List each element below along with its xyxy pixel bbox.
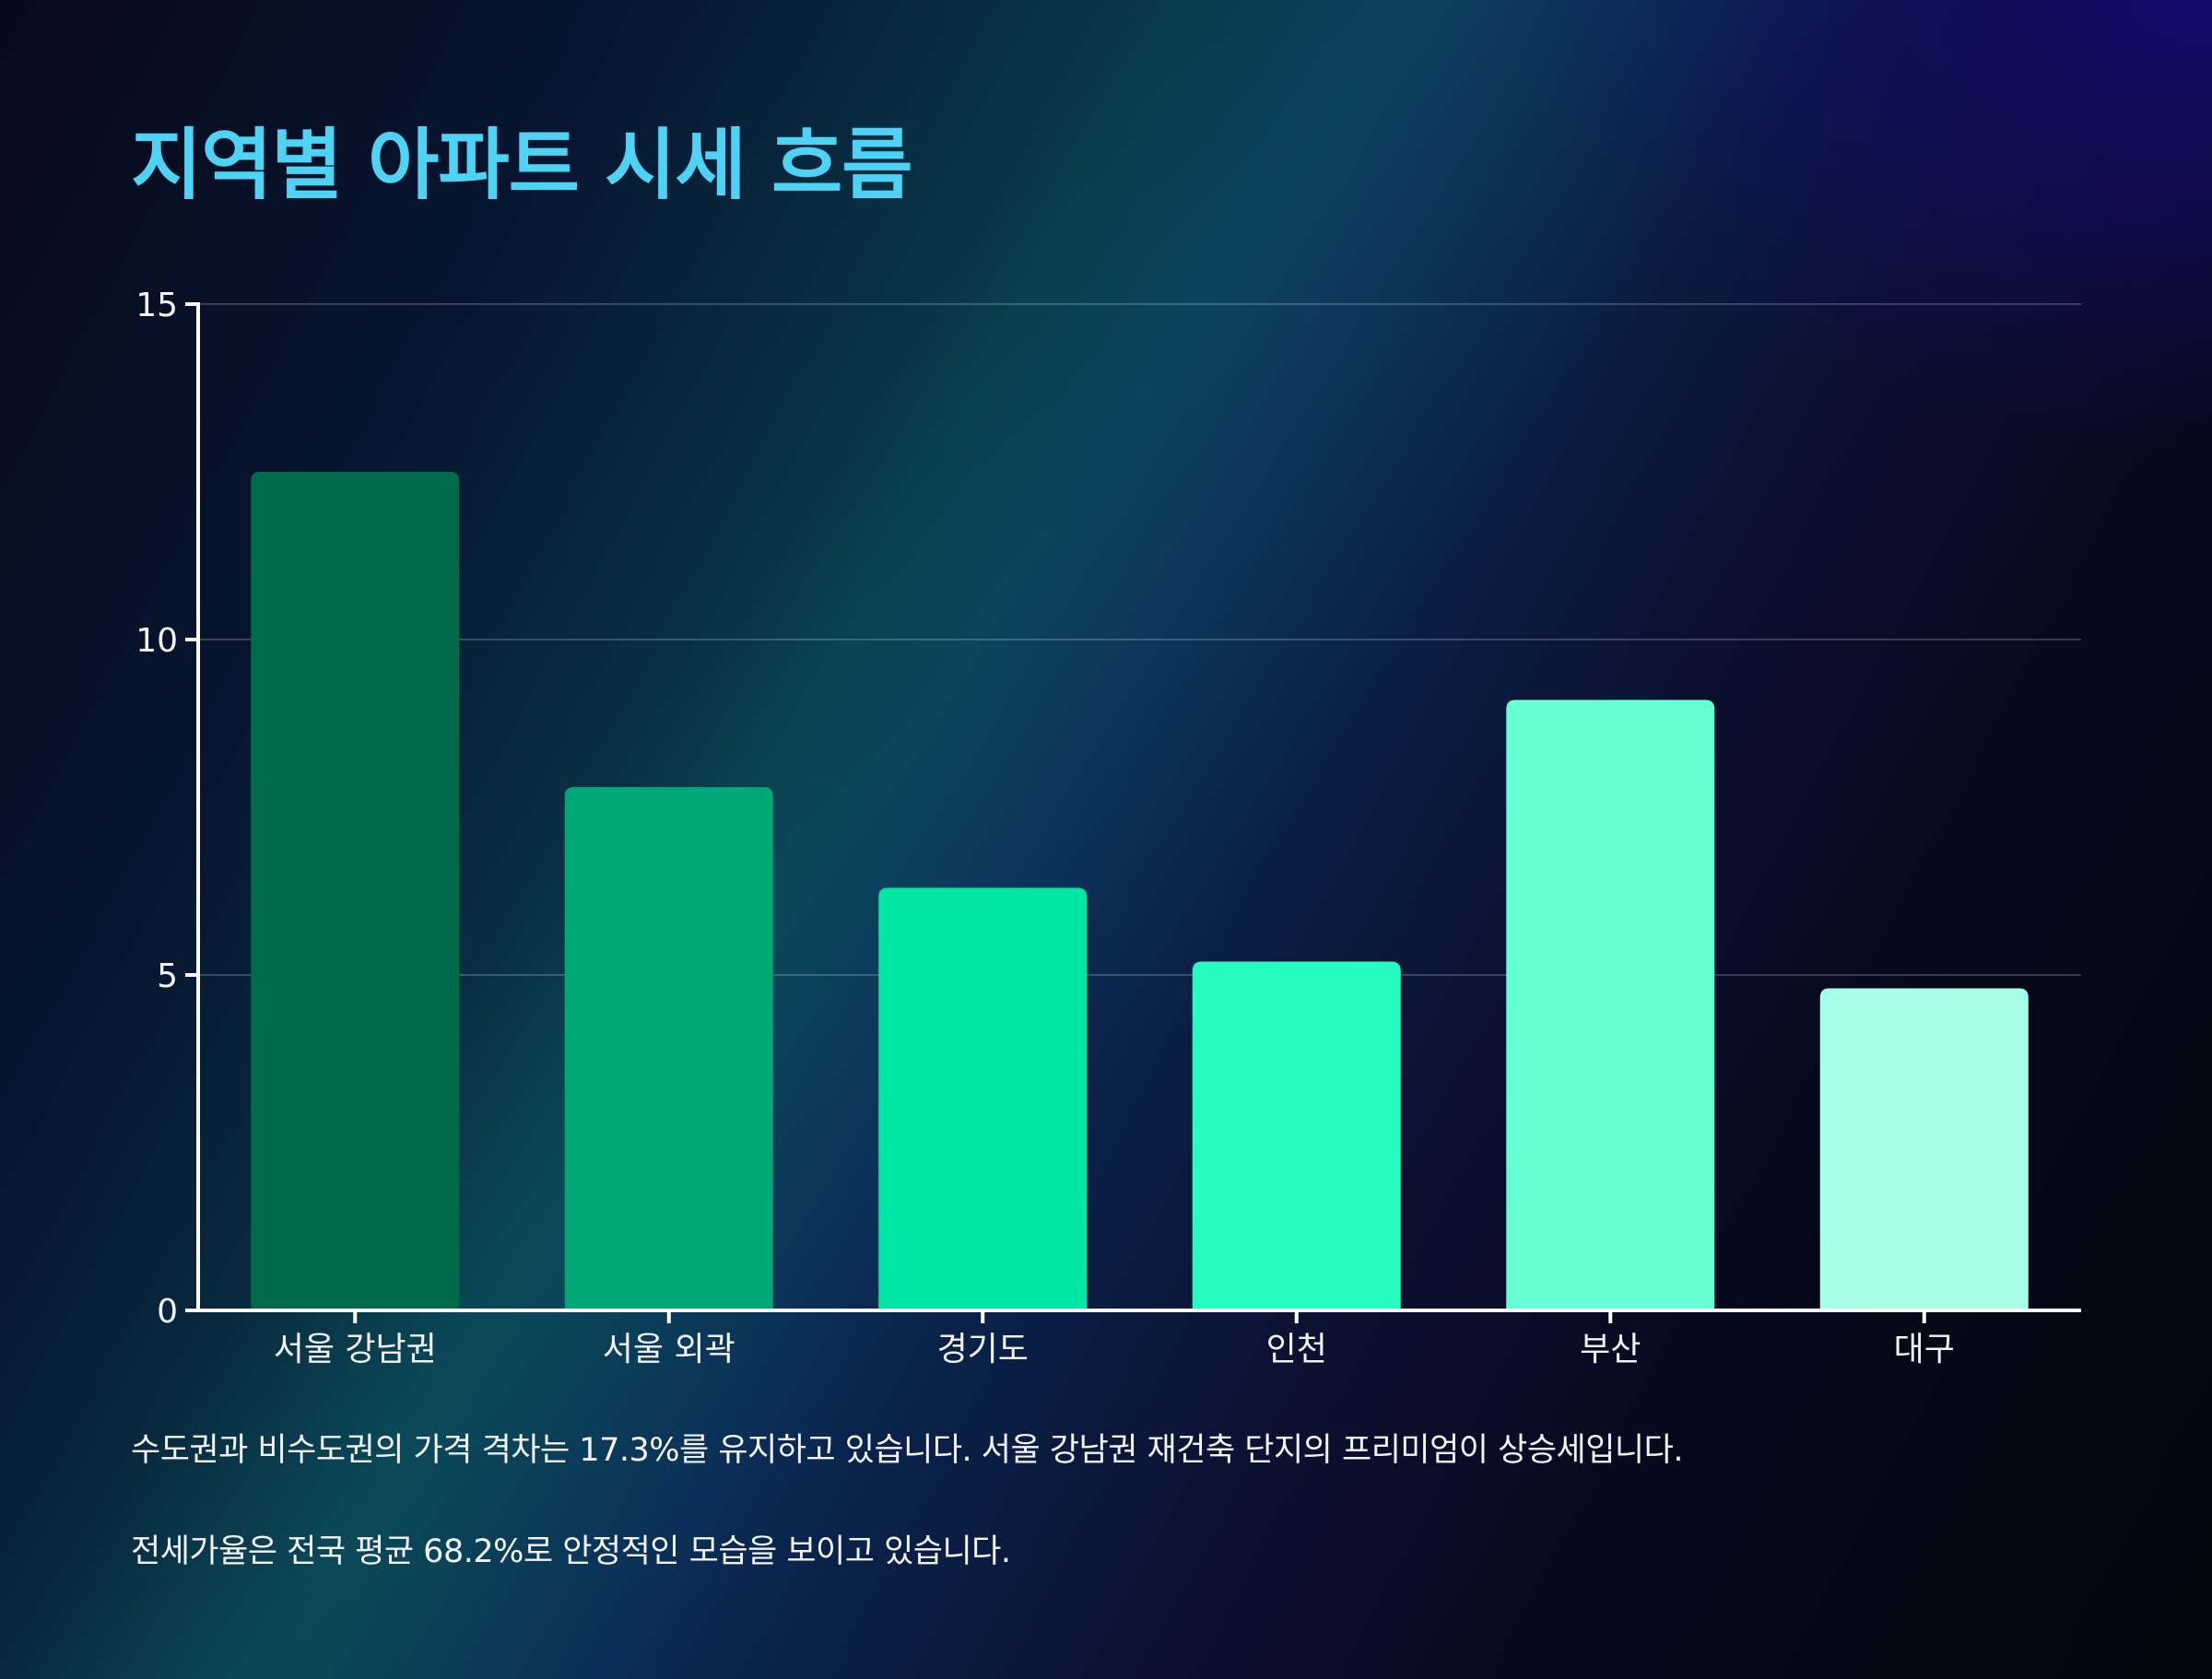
y-tick-label: 10 (135, 622, 178, 660)
bars (251, 472, 2029, 1310)
x-tick-label: 인천 (1266, 1331, 1327, 1368)
x-tick-label: 대구 (1894, 1331, 1955, 1368)
bar (1506, 699, 1715, 1310)
bar (251, 472, 460, 1310)
y-tick-label: 15 (135, 287, 178, 324)
chart-title: 지역별 아파트 시세 흐름 (131, 120, 913, 210)
note-jeonse-ratio: 전세가율은 전국 평균 68.2%로 안정적인 모습을 보이고 있습니다. (131, 1533, 1011, 1570)
bar (564, 787, 773, 1310)
bar (1819, 988, 2029, 1310)
x-tick-label: 서울 강남권 (274, 1331, 437, 1368)
x-tick-label: 경기도 (937, 1331, 1029, 1368)
bar-chart: 0 5 10 15 서울 강남권 서울 외곽 경기도 인천 부산 대구 (135, 287, 2081, 1368)
y-tick-label: 5 (157, 957, 178, 995)
x-ticks: 서울 강남권 서울 외곽 경기도 인천 부산 대구 (274, 1310, 1955, 1368)
x-tick-label: 부산 (1580, 1331, 1641, 1368)
x-tick-label: 서울 외곽 (603, 1331, 735, 1368)
axes (196, 302, 2081, 1312)
y-ticks: 0 5 10 15 (135, 287, 198, 1331)
gridlines (198, 303, 2081, 976)
note-price-gap: 수도권과 비수도권의 가격 격차는 17.3%를 유지하고 있습니다. 서울 강… (131, 1432, 1683, 1469)
y-tick-label: 0 (157, 1293, 178, 1331)
bar (878, 887, 1088, 1310)
bar (1192, 961, 1401, 1310)
